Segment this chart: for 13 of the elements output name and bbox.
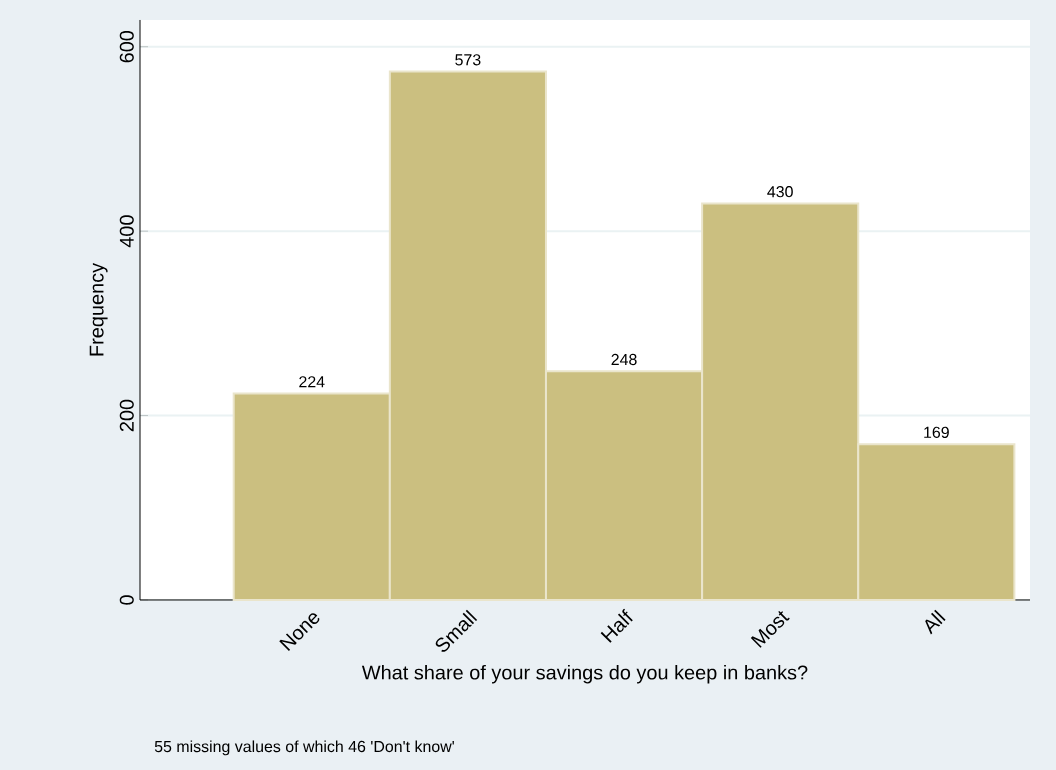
data-label: 224 [299,376,325,388]
y-tick-label: 200 [119,399,134,432]
data-label: 169 [924,426,949,438]
data-label: 573 [455,54,481,66]
y-axis-title: Frequency [89,262,108,356]
data-label: 248 [611,353,637,366]
x-axis-title: What share of your savings do you keep in banks? [361,664,808,684]
y-tick-label: 400 [119,215,134,248]
x-tick-label: All [925,609,946,635]
y-tick-label: 600 [119,30,134,63]
y-tick-label: 0 [119,595,134,605]
text: 55 missing values of which 46 'Don't know' [154,740,454,756]
data-label: 430 [767,186,793,198]
